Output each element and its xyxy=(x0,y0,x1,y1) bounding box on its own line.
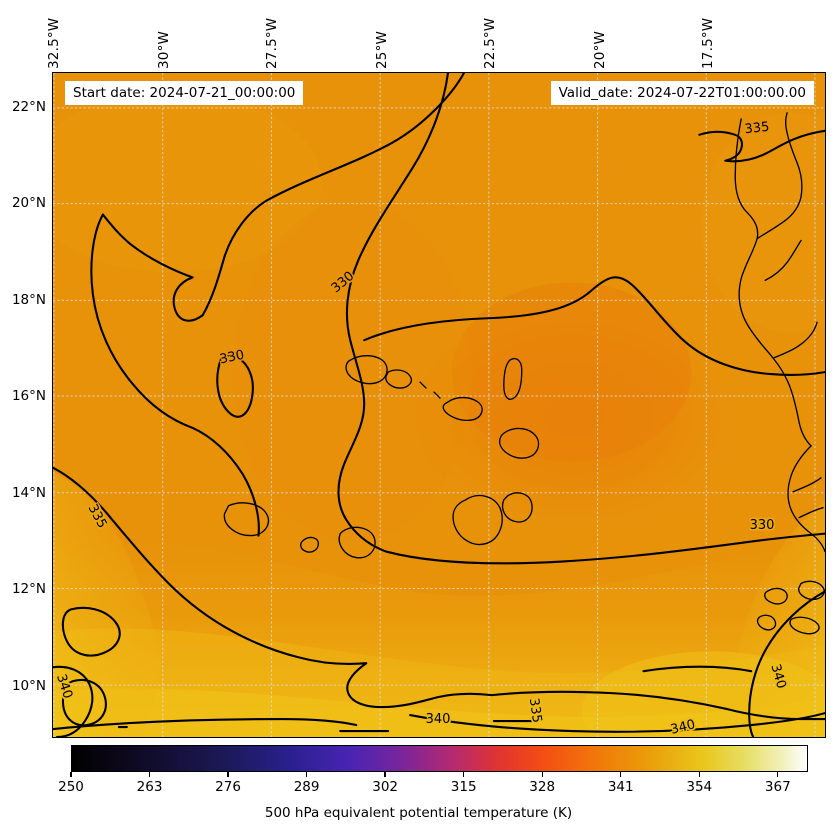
colorbar-tick-label-2: 276 xyxy=(215,779,241,795)
ytick-label-5: 12°N xyxy=(11,581,46,597)
contour-330-closed-cell xyxy=(216,354,254,418)
xtick-label-4: 22.5°W xyxy=(482,17,498,69)
contour-340-sw-outer xyxy=(53,665,94,737)
island-boa-vista xyxy=(498,427,540,459)
colorbar-tick-label-7: 341 xyxy=(607,779,634,795)
colorbar-tick-label-4: 302 xyxy=(372,779,399,795)
coast-island-b xyxy=(798,580,825,601)
island-santa-luzia xyxy=(419,381,427,389)
ytick-label-0: 22°N xyxy=(11,99,46,115)
coast-mauritania xyxy=(734,118,812,447)
contour-335-sw2 xyxy=(346,662,493,709)
island-sao-nicolau xyxy=(442,396,483,422)
coast-casamance xyxy=(798,507,824,519)
contour-330-loop-b xyxy=(90,213,194,429)
colorbar-tick-0 xyxy=(70,772,72,777)
island-brava xyxy=(300,536,319,553)
xtick-label-0: 32.5°W xyxy=(46,17,62,69)
contour-330-bulge xyxy=(363,276,825,376)
map-gridlines xyxy=(53,73,825,737)
contour-340-se2 xyxy=(642,665,753,673)
ytick-label-2: 18°N xyxy=(11,292,46,308)
ytick-label-6: 10°N xyxy=(11,678,46,694)
coast-island-a xyxy=(764,587,788,605)
island-fogo xyxy=(338,526,376,559)
colorbar[interactable] xyxy=(71,745,808,772)
colorbar-tick-1 xyxy=(148,772,151,777)
colorbar-tick-label-6: 328 xyxy=(529,779,556,795)
contour-340-sc xyxy=(53,718,358,731)
colorbar-tick-7 xyxy=(620,772,622,777)
coast-inlet-b xyxy=(772,321,818,359)
map-plot-svg xyxy=(53,73,825,737)
coast-island-d xyxy=(789,616,820,635)
ytick-label-3: 16°N xyxy=(11,388,46,404)
map-axes[interactable]: Start date: 2024-07-21_00:00:00 Valid_da… xyxy=(52,72,826,738)
colorbar-tick-4 xyxy=(384,772,386,777)
coast-senegal xyxy=(787,445,825,553)
coast-inlet-a xyxy=(764,239,802,282)
contour-340-sw-cell-a xyxy=(61,606,121,657)
contour-label-330-4: 330 xyxy=(749,518,775,533)
map-clip xyxy=(53,73,825,737)
xtick-label-1: 30°W xyxy=(156,30,172,69)
contour-330-north xyxy=(201,73,465,317)
colorbar-title: 500 hPa equivalent potential temperature… xyxy=(264,805,573,821)
xtick-label-3: 25°W xyxy=(374,30,390,69)
island-sal xyxy=(503,357,523,400)
xtick-label-5: 20°W xyxy=(592,30,608,69)
contour-335-sw xyxy=(53,466,368,666)
contour-330-loop-a xyxy=(101,213,204,322)
contour-330-mid xyxy=(191,426,260,537)
colorbar-tick-label-8: 354 xyxy=(686,779,713,795)
colorbar-tick-3 xyxy=(305,772,308,777)
colorbar-tick-9 xyxy=(777,772,779,777)
ytick-label-4: 14°N xyxy=(11,485,46,501)
colorbar-tick-label-3: 289 xyxy=(293,779,320,795)
colorbar-tick-8 xyxy=(698,772,700,777)
colorbar-tick-label-1: 263 xyxy=(136,779,163,795)
colorbar-gradient xyxy=(72,746,807,771)
ytick-label-1: 20°N xyxy=(11,195,46,211)
island-santiago xyxy=(452,494,503,546)
contour-label-340-6: 340 xyxy=(425,712,451,727)
xtick-label-2: 27.5°W xyxy=(264,17,280,69)
contour-330-east xyxy=(385,532,825,565)
coastlines xyxy=(223,112,825,635)
island-branco xyxy=(433,391,441,399)
valid-date-banner: Valid_date: 2024-07-22T01:00:00.00 xyxy=(550,81,814,105)
contour-330-central xyxy=(337,73,450,553)
island-maio xyxy=(501,492,533,523)
contour-lines xyxy=(53,73,825,737)
colorbar-tick-5 xyxy=(463,772,465,777)
colorbar-tick-label-9: 367 xyxy=(764,779,791,795)
island-west-outlier xyxy=(223,502,270,537)
colorbar-tick-6 xyxy=(541,772,543,777)
coast-island-c xyxy=(756,614,777,631)
xtick-label-6: 17.5°W xyxy=(700,17,716,69)
contour-340-sc2 xyxy=(409,712,825,733)
start-date-banner: Start date: 2024-07-21_00:00:00 xyxy=(65,81,304,105)
colorbar-tick-label-0: 250 xyxy=(58,779,84,795)
contour-335-s xyxy=(490,690,825,721)
contour-340-se xyxy=(748,590,825,737)
island-sao-vicente xyxy=(385,369,412,389)
colorbar-tick-label-5: 315 xyxy=(450,779,477,795)
island-santo-antao xyxy=(345,354,388,385)
filled-contour-field xyxy=(53,73,825,737)
coast-gambia-river xyxy=(792,477,822,493)
colorbar-tick-2 xyxy=(227,772,229,777)
coast-wsahara-detail xyxy=(756,112,803,240)
